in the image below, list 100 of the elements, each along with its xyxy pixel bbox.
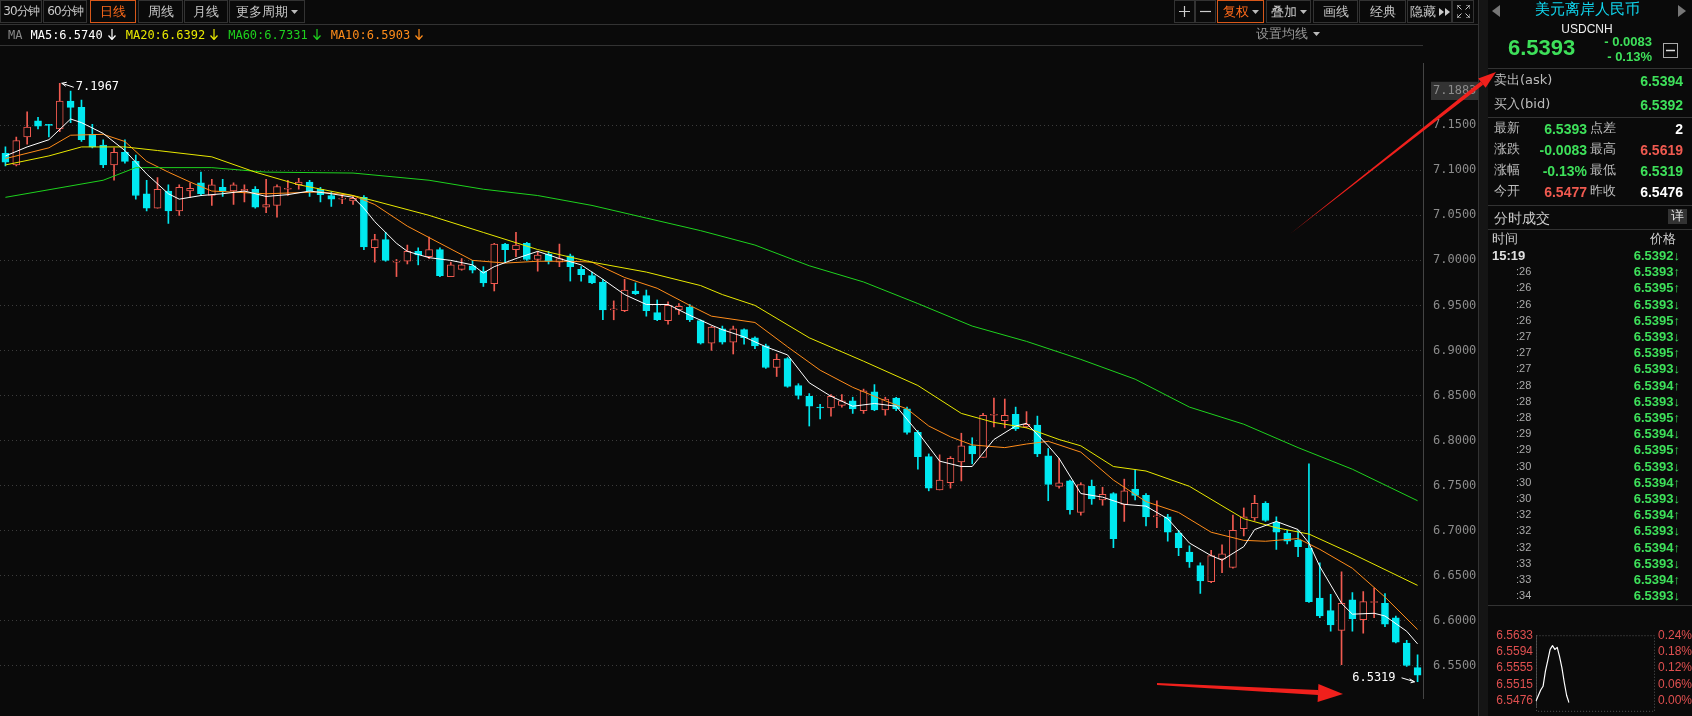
text: 6.5393↓ <box>1633 296 1680 313</box>
text: 6.5393↓ <box>1633 491 1680 507</box>
text: 时间 <box>1492 231 1518 247</box>
text: 6.5394↑ <box>1633 377 1680 394</box>
text: :33 <box>1516 556 1532 570</box>
y2-tick-label: 0.24% <box>1657 627 1692 642</box>
text: 月线 <box>193 2 219 21</box>
text: -0.0083 <box>1539 142 1587 159</box>
text: 6.5393↓ <box>1633 588 1680 605</box>
text: 6.5477 <box>1544 184 1587 201</box>
y-tick-label: 6.9500 <box>1433 297 1477 312</box>
text: :26 <box>1516 265 1532 278</box>
y-tick-label: 7.1500 <box>1433 117 1477 132</box>
text: :27 <box>1516 346 1532 359</box>
text: 6.5392 <box>1640 97 1683 114</box>
text: 6.5395↑ <box>1633 442 1680 459</box>
text: :28 <box>1516 411 1532 424</box>
legend-label: MA5:6.5740 <box>30 27 103 42</box>
legend-label: MA20:6.6392 <box>125 27 206 42</box>
legend-label: MA60:6.7331 <box>228 27 308 42</box>
text: 6.5393↓ <box>1633 458 1680 475</box>
text: - 0.13% <box>1607 49 1652 65</box>
y2-tick-label: 0.12% <box>1657 660 1692 675</box>
y-tick-label: 7.1000 <box>1433 162 1477 177</box>
y-tick-label: 6.5594 <box>1496 643 1534 658</box>
text: 6.5394 <box>1640 73 1683 90</box>
text: 涨幅 <box>1494 162 1520 178</box>
text: 30分钟 <box>3 3 39 20</box>
candlestick <box>1153 500 1161 529</box>
text: 6.5393↓ <box>1633 329 1680 345</box>
y-tick-label: 7.0000 <box>1433 252 1477 267</box>
annotation: 7.1967 <box>75 79 120 94</box>
candlestick <box>1055 458 1063 489</box>
text: -0.13% <box>1542 163 1587 180</box>
legend-title: MA <box>8 27 23 42</box>
text: 6.5393↓ <box>1633 555 1680 572</box>
text: :28 <box>1516 378 1532 392</box>
text: 最高 <box>1590 141 1616 157</box>
candlestick <box>45 123 53 138</box>
text: 6.5394↑ <box>1633 507 1680 524</box>
text: 6.5392↓ <box>1633 248 1680 264</box>
text: :30 <box>1516 492 1532 505</box>
text: 更多周期 <box>236 2 288 21</box>
text: 美元离岸人民币 <box>1533 0 1641 19</box>
text: :32 <box>1516 524 1532 538</box>
text: 15:19 <box>1492 248 1526 264</box>
y-tick-label: 6.5476 <box>1496 693 1534 708</box>
annotation: 6.5319 <box>1352 669 1396 684</box>
y-tick-label: 6.5515 <box>1496 676 1534 691</box>
y-tick-label: 7.0500 <box>1433 207 1477 222</box>
text: 6.5393 <box>1544 121 1587 138</box>
candlestick <box>816 404 824 420</box>
text: :28 <box>1516 394 1532 408</box>
text: :26 <box>1516 297 1532 311</box>
text: 叠加 <box>1270 2 1297 21</box>
y-tick-label: 6.7000 <box>1433 522 1477 537</box>
text: 隐藏 <box>1409 2 1436 21</box>
y-tick-label: 6.5555 <box>1496 660 1534 675</box>
text: 经典 <box>1369 2 1396 21</box>
text: 点差 <box>1590 120 1616 136</box>
y-tick-label: 6.9000 <box>1433 342 1477 357</box>
text: :27 <box>1516 330 1532 343</box>
text: 6.5619 <box>1640 142 1683 159</box>
y-tick-label: 6.6000 <box>1433 612 1477 627</box>
text: 卖出(ask) <box>1494 72 1553 88</box>
text: 6.5393↓ <box>1633 523 1680 540</box>
text: :27 <box>1516 362 1532 376</box>
text: 详 <box>1668 208 1687 224</box>
text: 6.5393 <box>1508 35 1576 61</box>
text: :33 <box>1516 573 1532 586</box>
text: 6.5394↑ <box>1633 539 1680 556</box>
text: 周线 <box>147 2 174 21</box>
y-tick-label: 6.6500 <box>1433 567 1477 582</box>
text: :32 <box>1516 508 1532 521</box>
legend-label: MA10:6.5903 <box>330 27 411 42</box>
text: 6.5394↑ <box>1633 572 1680 588</box>
text: 2 <box>1675 121 1683 138</box>
text: 复权 <box>1222 2 1249 21</box>
text: :32 <box>1516 540 1532 554</box>
text: 昨收 <box>1590 183 1616 199</box>
text: :29 <box>1516 427 1532 440</box>
text: 画线 <box>1322 2 1349 21</box>
candlestick <box>262 179 270 213</box>
text: 6.5394↑ <box>1633 474 1680 491</box>
text: 6.5393↓ <box>1633 361 1680 378</box>
text: 6.5395↑ <box>1633 410 1680 426</box>
y-tick-label: 6.8000 <box>1433 432 1477 447</box>
y-tick-label: 6.5500 <box>1433 657 1477 672</box>
text: 6.5393↑ <box>1633 264 1680 281</box>
y-tick-label: 6.5633 <box>1496 627 1534 642</box>
y2-tick-label: 0.18% <box>1657 643 1692 658</box>
candlestick <box>512 232 520 258</box>
y-tick-label: 6.8500 <box>1433 387 1477 402</box>
text: 日线 <box>100 2 126 21</box>
y-tick-label: 6.7500 <box>1433 477 1477 492</box>
text: 60分钟 <box>47 3 83 20</box>
y2-tick-label: 0.06% <box>1657 676 1692 691</box>
text: :26 <box>1516 313 1532 327</box>
text: 今开 <box>1494 183 1520 199</box>
text: 6.5395↑ <box>1633 345 1680 362</box>
